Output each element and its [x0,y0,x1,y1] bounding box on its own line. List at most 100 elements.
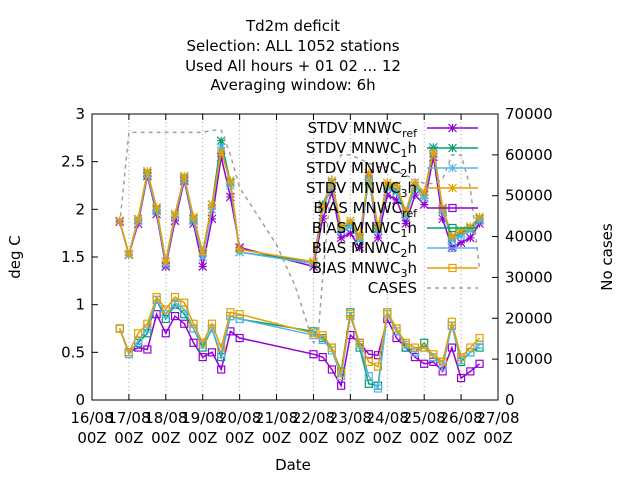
x-tick-label-date: 19/08 [181,409,224,427]
data-point [466,367,475,376]
data-point [216,147,226,157]
data-point [180,298,189,307]
legend-label: STDV MNWC3h [306,179,417,200]
data-point [207,200,217,209]
data-point [207,348,217,357]
legend-item: BIAS MNWCref [313,199,478,220]
data-point [392,324,401,333]
legend-item: STDV MNWCref [308,119,478,140]
legend-marker [448,223,457,233]
data-point [337,381,346,390]
legend-label: STDV MNWCref [308,119,419,140]
y-tick-label: 2 [75,200,85,218]
data-point [180,319,189,328]
data-point [382,178,392,188]
data-point [346,310,355,319]
x-tick-label-date: 17/08 [107,409,150,427]
legend-marker [448,183,457,193]
data-point [189,212,198,222]
legend-item: BIAS MNWC1h [312,219,478,240]
data-point [170,312,180,321]
series-stdv-mnwc-3h [115,147,484,267]
data-point [447,231,457,241]
data-point [161,310,170,319]
y2-tick-label: 60000 [505,146,553,164]
data-point [336,233,346,243]
data-point [170,292,180,302]
data-point [235,310,244,319]
data-point [466,348,475,357]
axes: 16/0800Z17/0800Z18/0800Z19/0800Z20/0800Z… [61,105,553,447]
x-tick-label-hour: 00Z [77,429,106,447]
x-tick-label-date: 25/08 [403,409,446,427]
data-point [198,262,208,271]
data-point [438,362,447,371]
x-tick-label-date: 27/08 [476,409,519,427]
x-tick-label-date: 20/08 [218,409,261,427]
data-point [124,249,134,259]
legend-marker [448,263,457,273]
data-point [217,365,226,374]
data-point [235,333,244,343]
title-line-3: Used All hours + 01 02 ... 12 [185,57,401,75]
data-point [179,171,189,181]
x-tick-label-hour: 00Z [483,429,512,447]
y2-tick-label: 70000 [505,105,553,123]
legend-item: BIAS MNWC3h [312,259,478,280]
data-point [225,176,235,186]
x-tick-label-hour: 00Z [225,429,254,447]
data-point [456,353,466,362]
data-point [207,319,217,328]
legend-item: CASES [368,279,478,297]
y-tick-label: 0 [75,391,85,409]
data-point [124,348,134,357]
y-tick-label: 1 [75,296,85,314]
data-point [115,324,124,333]
data-point [327,176,337,186]
data-point [198,247,208,257]
data-point [152,203,162,212]
data-point [428,147,438,157]
data-point [475,333,484,343]
legend-marker [448,203,457,213]
data-point [318,353,327,362]
chart-title: Td2m deficit Selection: ALL 1052 station… [185,17,401,94]
data-point [401,219,411,229]
data-point [115,324,124,333]
x-tick-label-hour: 00Z [446,429,475,447]
data-point [419,200,429,209]
data-point [318,331,327,340]
title-line-4: Averaging window: 6h [210,76,375,94]
data-point [161,314,170,324]
data-point [383,308,392,317]
legend-label: BIAS MNWC3h [312,259,417,280]
data-point [143,324,152,333]
y-tick-label: 2.5 [61,153,85,171]
x-tick-label-date: 16/08 [70,409,113,427]
x-axis-label: Date [275,456,311,474]
data-point [373,362,383,371]
data-point [465,233,475,243]
data-point [115,324,124,333]
legend-label: CASES [368,279,417,297]
data-point [309,257,318,267]
data-point [456,373,466,383]
legend-label: STDV MNWC1h [306,139,417,160]
y-tick-label: 3 [75,105,85,123]
data-point [438,367,447,376]
data-point [309,350,318,359]
legend-item: STDV MNWC3h [306,179,478,200]
data-point [373,233,383,243]
series-cases [118,129,481,345]
data-point [373,384,383,393]
data-point [475,212,484,222]
x-tick-label-date: 18/08 [144,409,187,427]
y2-tick-label: 20000 [505,309,553,327]
legend-label: STDV MNWC2h [306,159,417,180]
data-point [143,319,152,328]
data-point [429,350,438,359]
data-point [410,343,420,352]
data-point [466,343,475,352]
